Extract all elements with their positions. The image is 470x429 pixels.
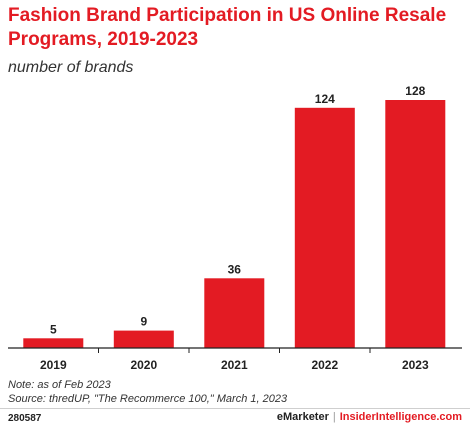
- data-label-2021: 36: [228, 262, 242, 276]
- bar-2022: [294, 107, 355, 349]
- footer-divider: [0, 408, 470, 409]
- x-tick-label-2020: 2020: [130, 358, 157, 372]
- bar-2021: [204, 278, 265, 349]
- brand-insider-intelligence: InsiderIntelligence.com: [339, 411, 462, 423]
- data-label-2019: 5: [50, 322, 57, 336]
- bar-2019: [23, 338, 84, 348]
- x-tick-label-2023: 2023: [402, 358, 429, 372]
- brand-footer: eMarketer | InsiderIntelligence.com: [277, 411, 462, 423]
- data-label-2022: 124: [315, 92, 335, 106]
- chart-area: 5 2019 9 2020 36 2021 124 2022 128 2023: [0, 80, 470, 380]
- chart-title: Fashion Brand Participation in US Online…: [8, 5, 447, 50]
- data-label-2020: 9: [140, 315, 147, 329]
- chart-note: Note: as of Feb 2023: [8, 379, 111, 391]
- bar-2020: [113, 330, 174, 348]
- x-tick-label-2019: 2019: [40, 358, 67, 372]
- brand-emarketer: eMarketer: [276, 411, 329, 423]
- chart-subtitle: number of brands: [8, 59, 134, 76]
- chart-id: 280587: [8, 413, 42, 424]
- x-tick-label-2022: 2022: [311, 358, 338, 372]
- bar-chart: 5 2019 9 2020 36 2021 124 2022 128 2023: [8, 84, 462, 372]
- chart-source: Source: thredUP, "The Recommerce 100," M…: [8, 393, 288, 405]
- x-tick-label-2021: 2021: [221, 358, 248, 372]
- bar-2023: [385, 100, 446, 348]
- brand-separator: |: [332, 411, 336, 423]
- data-label-2023: 128: [405, 84, 425, 98]
